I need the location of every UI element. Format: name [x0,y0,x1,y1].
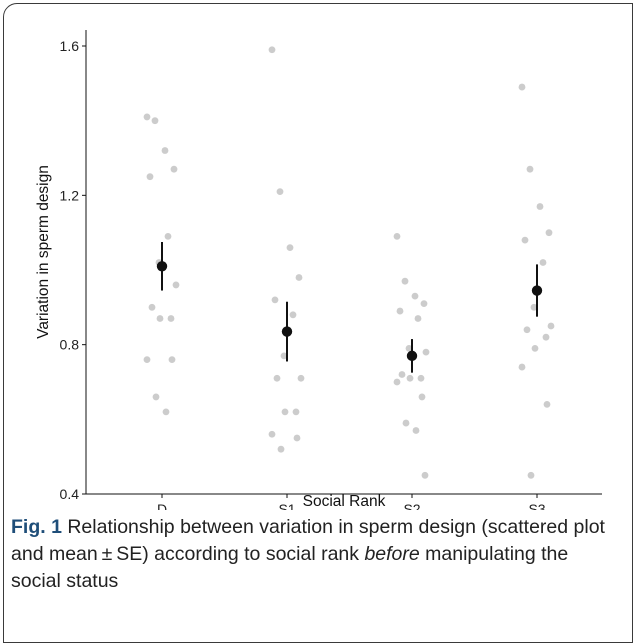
data-point-s2 [421,471,429,479]
data-point-s2 [422,348,430,356]
data-point-s2 [401,277,409,285]
data-point-d [162,408,170,416]
y-tick-label: 1.6 [60,38,80,54]
data-point-d [148,303,156,311]
data-point-d [152,393,160,401]
data-point-s2 [420,300,428,307]
data-point-s1 [277,445,285,453]
data-point-s1 [295,274,303,281]
data-point-s1 [281,408,289,416]
data-point-s1 [268,46,276,54]
x-tick-label: D [157,501,167,510]
data-point-d [161,147,169,154]
data-point-s2 [417,374,425,382]
data-point-s2 [418,393,426,401]
y-axis-title: Variation in sperm design [35,165,52,339]
figure-label: Fig. 1 [11,516,62,538]
data-point-s3 [547,322,555,330]
data-point-s1 [289,311,297,319]
mean-point-d [156,261,168,272]
data-point-s3 [539,259,547,266]
data-point-s2 [405,345,413,352]
caption-text-a: Relationship between variation in sperm … [11,516,605,565]
data-point-s1 [297,374,305,382]
data-point-d [143,356,151,363]
data-point-s1 [276,188,284,196]
data-point-s2 [406,374,414,382]
data-point-s3 [526,165,534,173]
data-point-s1 [273,374,281,382]
data-point-s2 [393,378,401,386]
data-point-s1 [292,408,300,416]
data-point-d [167,315,175,322]
data-point-s1 [286,244,294,252]
data-point-s3 [518,83,526,91]
data-point-s3 [530,303,538,311]
data-point-s3 [521,236,529,244]
data-point-d [164,233,172,240]
data-point-d [151,117,159,125]
data-point-s2 [396,307,404,315]
data-point-d [146,173,154,181]
data-point-s3 [542,333,550,341]
y-tick-label: 1.2 [60,187,80,203]
data-point-s2 [393,233,401,240]
raw-points [143,46,555,479]
data-point-d [172,281,180,289]
data-point-s3 [523,326,531,334]
y-tick-label: 0.4 [60,486,80,502]
data-point-s2 [402,419,410,427]
data-point-d [168,356,176,363]
data-point-d [170,165,178,173]
data-point-s3 [543,401,551,408]
se-bars [161,242,538,373]
mean-point-s1 [281,326,293,337]
data-point-d [156,315,164,322]
caption-italic: before [364,543,420,565]
mean-point-s2 [406,350,418,362]
x-tick-label: S1 [278,501,295,510]
data-point-s2 [414,315,422,322]
caption-text-b: manipulating the social status [11,543,569,592]
x-tick-label: S3 [528,501,545,510]
data-point-s3 [545,229,553,237]
data-point-s2 [398,371,406,378]
data-point-s3 [518,363,526,371]
data-point-s1 [268,430,276,438]
data-point-s1 [293,434,301,442]
mean-point-s3 [531,285,543,296]
x-axis-title: Social Rank [303,493,386,510]
data-point-d [143,113,151,121]
scatter-plot: 0.4 0.8 1.2 1.6 D S1 S2 S3 Social Rank Variatio… [35,30,602,510]
data-point-s3 [531,345,539,352]
data-point-s1 [280,352,288,360]
x-tick-label: S2 [403,501,420,510]
data-point-s2 [412,427,420,434]
y-tick-label: 0.8 [60,337,80,353]
data-point-s1 [271,296,279,304]
figure-caption: Fig. 1 Relationship between variation in… [11,514,623,595]
mean-points [156,261,543,362]
data-point-s3 [536,203,544,210]
data-point-s3 [527,471,535,479]
data-point-s2 [411,292,419,300]
axes: 0.4 0.8 1.2 1.6 D S1 S2 S3 [60,30,602,510]
